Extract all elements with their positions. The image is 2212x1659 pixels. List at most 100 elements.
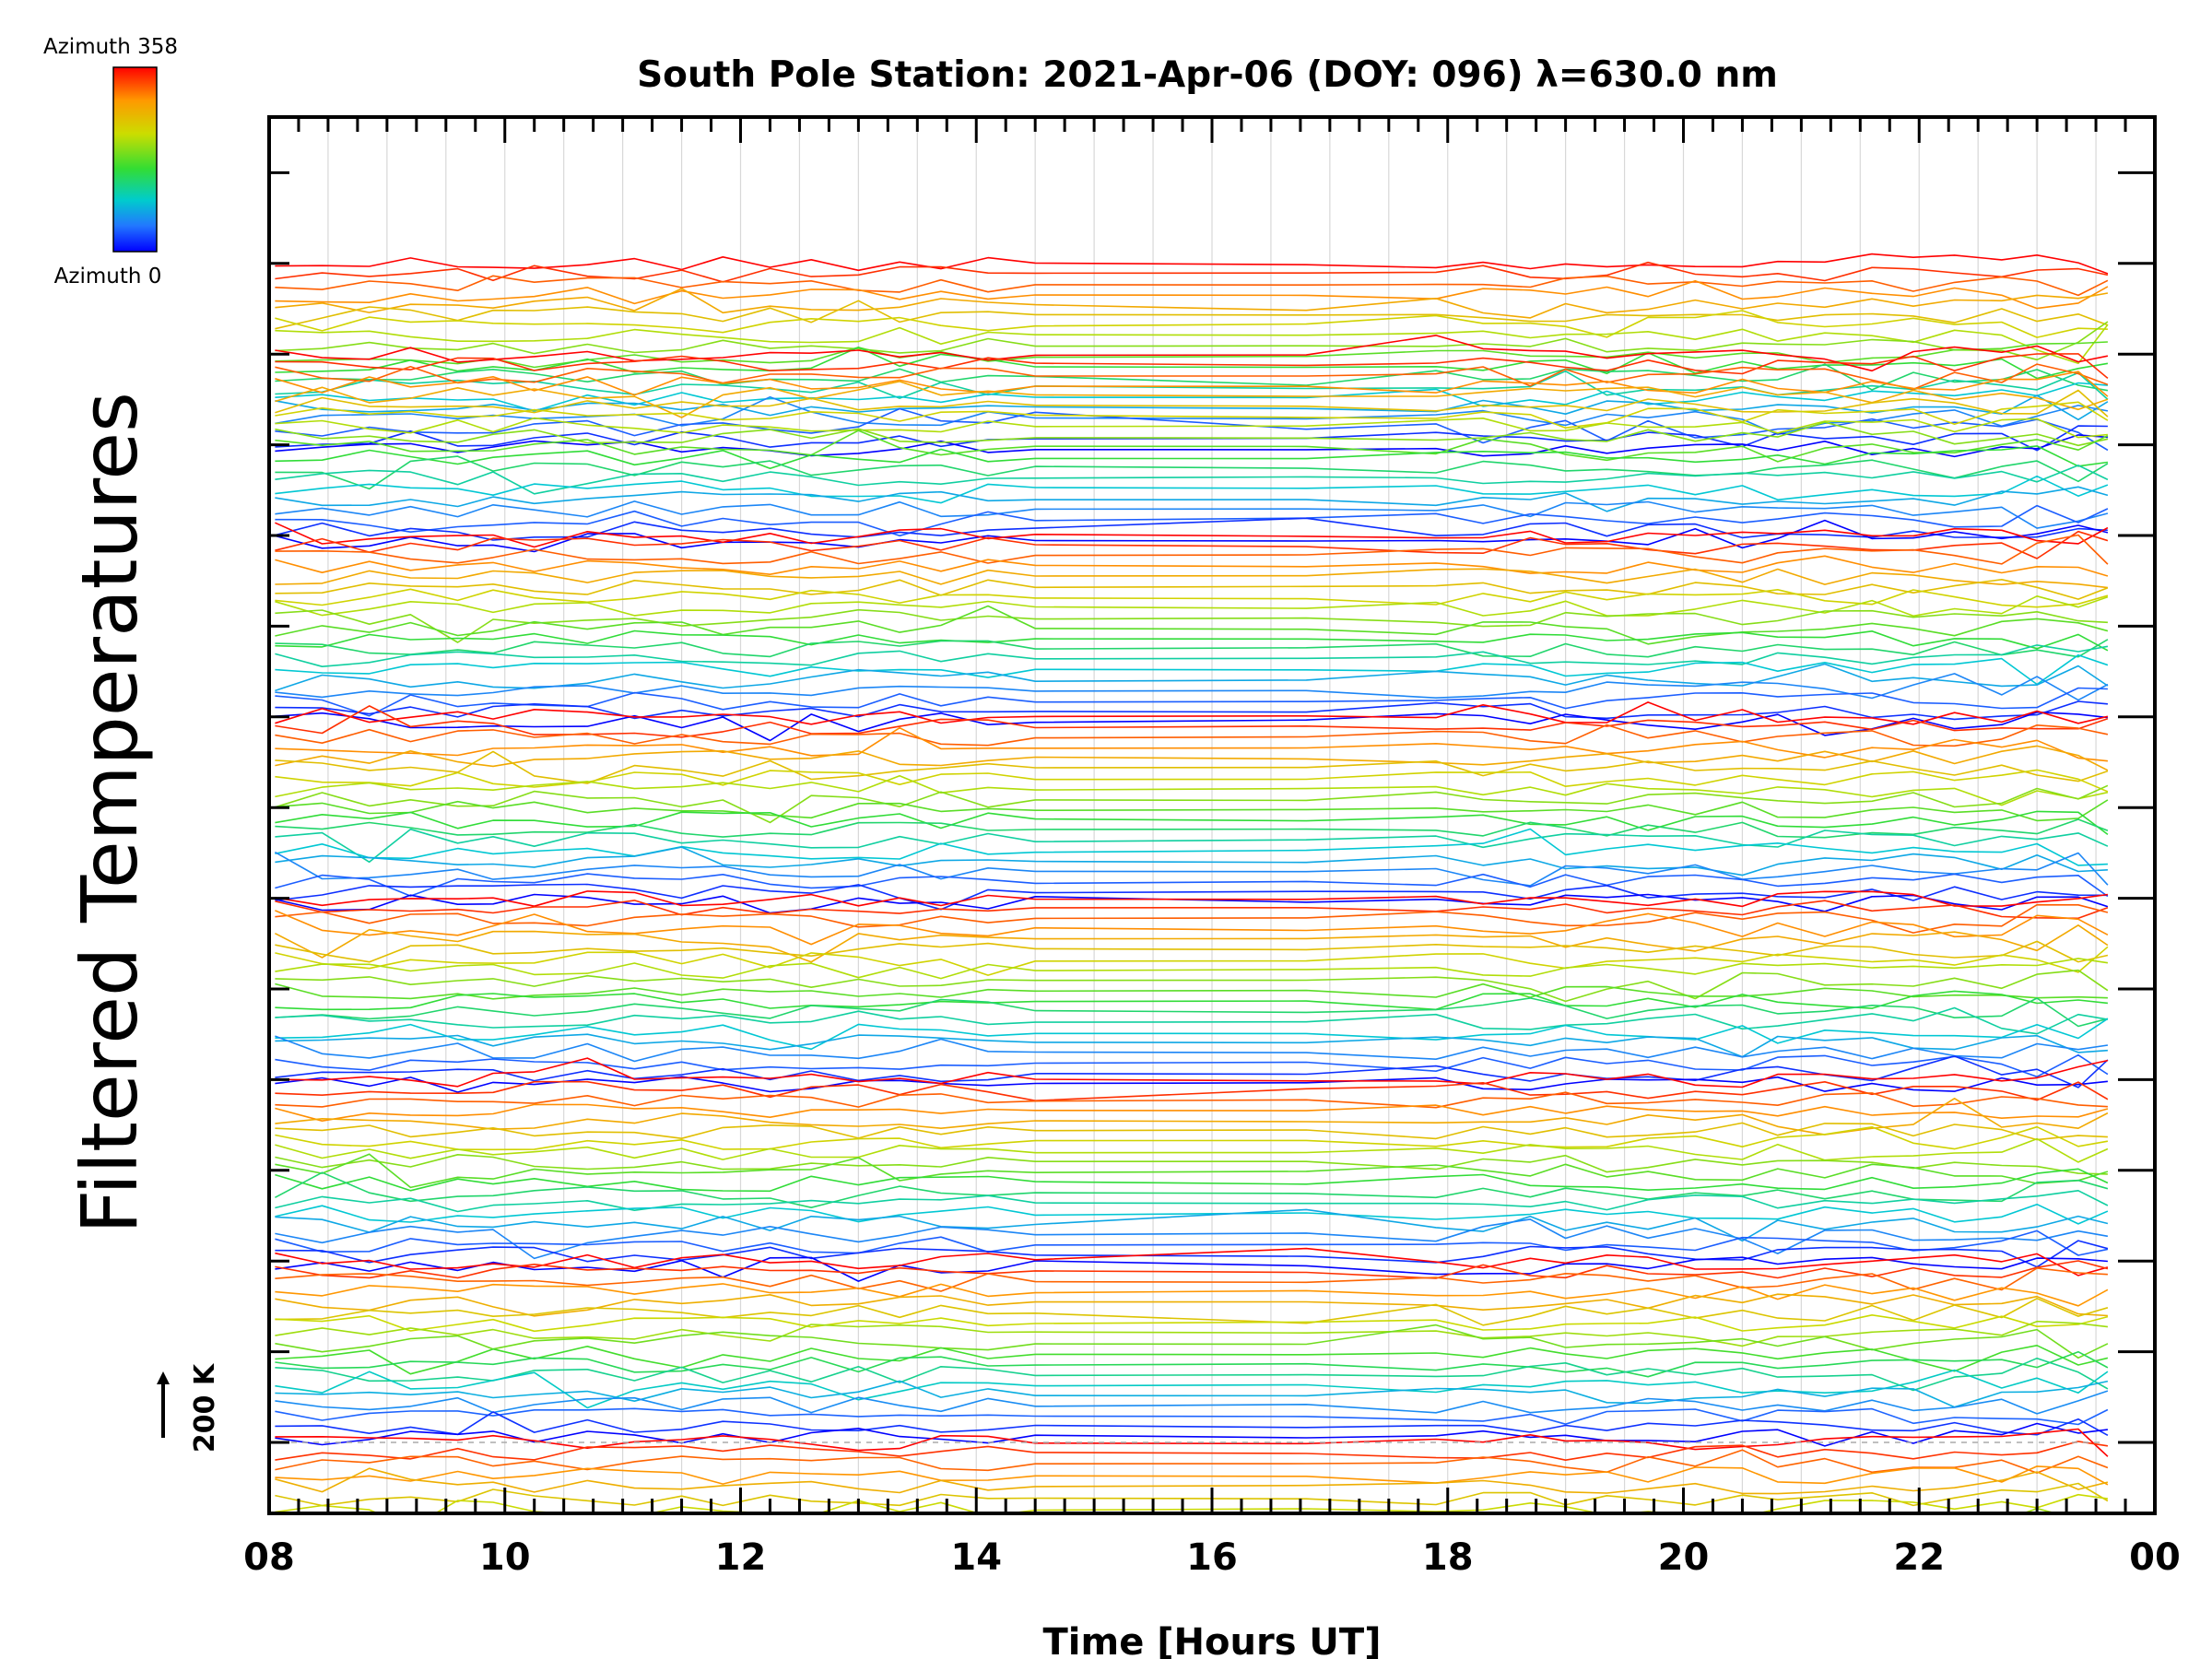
scale-bar-label: 200 K	[189, 1362, 221, 1453]
series-line	[275, 275, 2109, 297]
series-line	[275, 969, 2109, 1003]
x-tick-label: 14	[950, 1536, 1002, 1579]
series-line	[275, 475, 2109, 504]
x-tick-label: 22	[1893, 1536, 1945, 1579]
series-line	[275, 1203, 2109, 1225]
series-line	[275, 700, 2108, 721]
series-line	[275, 1035, 2109, 1063]
y-axis-label: Filtered Temperatures	[65, 392, 155, 1234]
series-line	[275, 568, 2108, 589]
series-line	[275, 500, 2109, 529]
series-line	[275, 1599, 2107, 1622]
series-line	[275, 407, 2109, 452]
series-line	[275, 279, 2109, 310]
series-line	[275, 288, 2109, 319]
series-line	[275, 321, 2109, 361]
series-line	[275, 455, 2109, 490]
x-tick-label: 08	[243, 1536, 295, 1579]
series-line	[275, 1033, 2108, 1058]
series-line	[275, 1467, 2109, 1495]
series-line	[275, 341, 2108, 369]
series-line	[275, 810, 2109, 836]
series-line	[275, 1428, 2109, 1457]
series-line	[275, 1190, 2109, 1213]
series-line	[275, 1098, 2109, 1135]
colorbar-bottom-label: Azimuth 0	[54, 265, 162, 288]
series-line	[275, 629, 2109, 652]
series-line	[275, 851, 2109, 887]
series-line	[275, 1018, 2109, 1051]
series-line	[275, 1465, 2109, 1486]
series-line	[275, 1350, 2109, 1378]
series-line	[275, 1583, 2107, 1613]
series-line	[275, 990, 2108, 1011]
x-tick-label: 00	[2129, 1536, 2181, 1579]
series-line	[275, 1103, 2109, 1122]
series-line	[275, 745, 2109, 771]
series-line	[275, 363, 2109, 391]
series-line	[275, 555, 2109, 577]
series-line	[275, 711, 2108, 742]
series-line	[275, 1380, 2109, 1408]
x-tick-label: 20	[1658, 1536, 1710, 1579]
series-line	[275, 1125, 2109, 1151]
series-line	[275, 1345, 2109, 1375]
series-line	[275, 1168, 2109, 1193]
series-line	[275, 1057, 2109, 1088]
series-line	[275, 608, 2108, 643]
series-line	[275, 1390, 2109, 1415]
series-line	[275, 1256, 2108, 1282]
series-line	[275, 1411, 2109, 1437]
series-line	[275, 784, 2109, 824]
series-line	[275, 417, 2108, 439]
series-line	[275, 353, 2109, 380]
series-line	[275, 924, 2109, 963]
series-line	[275, 946, 2109, 976]
series-line	[275, 534, 2109, 565]
series-line	[275, 828, 2109, 864]
series-line	[275, 401, 2109, 429]
series-line	[275, 673, 2109, 701]
series-line	[275, 750, 2109, 784]
series-line	[275, 883, 2108, 911]
series-line	[275, 1137, 2109, 1163]
series-line	[275, 522, 2109, 548]
series-line	[275, 1283, 2109, 1307]
series-line	[275, 335, 2109, 372]
series-line	[275, 1091, 2108, 1109]
series-line	[275, 799, 2109, 822]
series-line	[275, 818, 2109, 839]
x-tick-label: 18	[1422, 1536, 1474, 1579]
series-line	[275, 1320, 2108, 1347]
colorbar-gradient	[112, 66, 158, 253]
series-line	[275, 644, 2109, 668]
scale-bar: 200 K	[157, 1362, 221, 1453]
series-line	[275, 486, 2109, 512]
x-tick-label: 10	[479, 1536, 531, 1579]
series-line	[275, 1122, 2108, 1141]
colorbar: Azimuth 358 Azimuth 0	[43, 35, 178, 288]
series-line	[275, 940, 2109, 963]
series-line	[275, 653, 2109, 686]
series-line	[275, 1441, 2109, 1461]
series-line	[275, 1407, 2109, 1426]
series-line	[275, 726, 2108, 762]
series-line	[275, 300, 2109, 330]
series-line	[275, 1218, 2109, 1260]
series-line	[275, 389, 2109, 418]
series-line	[275, 1208, 2109, 1242]
series-line	[275, 421, 2109, 447]
series-line	[275, 324, 2109, 365]
series-line	[275, 1449, 2109, 1474]
series-line	[275, 530, 2109, 559]
series-group	[275, 253, 2109, 1622]
series-line	[275, 261, 2109, 283]
series-line	[275, 828, 2108, 866]
series-line	[275, 701, 2109, 725]
series-line	[275, 769, 2109, 793]
series-line	[275, 1230, 2109, 1256]
series-line	[275, 1482, 2109, 1507]
series-line	[275, 982, 2108, 1000]
x-tick-labels: 08 10 12 14 16 18 20 22 00	[243, 1536, 2181, 1579]
